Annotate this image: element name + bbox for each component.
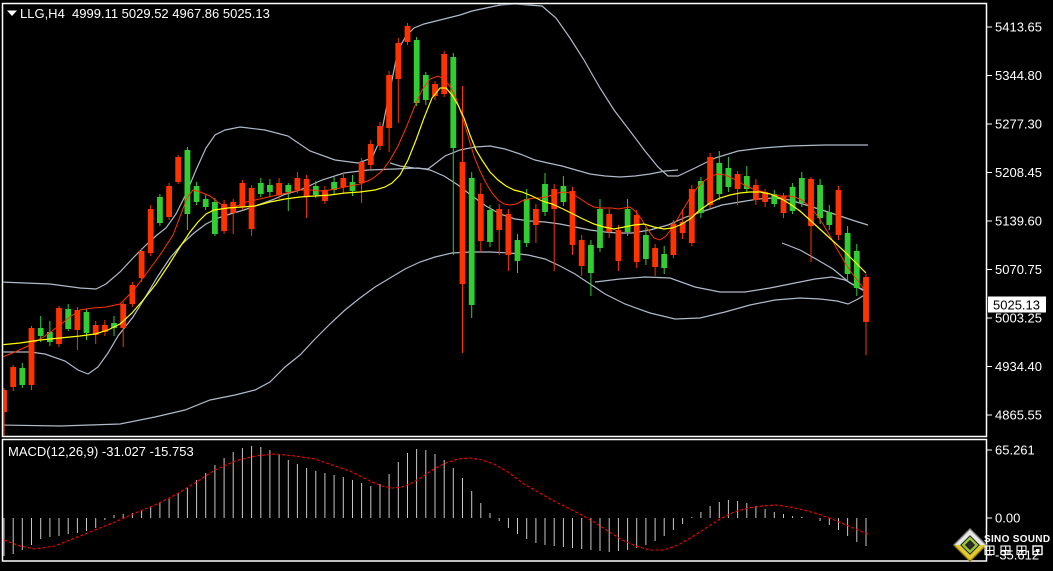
svg-text:5070.75: 5070.75 (995, 262, 1042, 277)
svg-text:0.00: 0.00 (995, 511, 1020, 526)
svg-text:5413.65: 5413.65 (995, 20, 1042, 35)
svg-text:SINO SOUND: SINO SOUND (984, 534, 1050, 545)
svg-text:5277.30: 5277.30 (995, 117, 1042, 132)
svg-text:5025.13: 5025.13 (993, 298, 1040, 313)
svg-text:65.261: 65.261 (995, 443, 1035, 458)
svg-text:4934.40: 4934.40 (995, 359, 1042, 374)
svg-text:LLG,H4 4999.11 5029.52 4967.8: LLG,H4 4999.11 5029.52 4967.86 5025.13 (20, 6, 270, 21)
svg-text:5344.80: 5344.80 (995, 68, 1042, 83)
svg-text:5208.45: 5208.45 (995, 165, 1042, 180)
svg-text:5139.60: 5139.60 (995, 214, 1042, 229)
svg-text:4865.55: 4865.55 (995, 408, 1042, 423)
svg-text:MACD(12,26,9) -31.027 -15.753: MACD(12,26,9) -31.027 -15.753 (8, 444, 194, 459)
svg-text:5003.25: 5003.25 (995, 311, 1042, 326)
